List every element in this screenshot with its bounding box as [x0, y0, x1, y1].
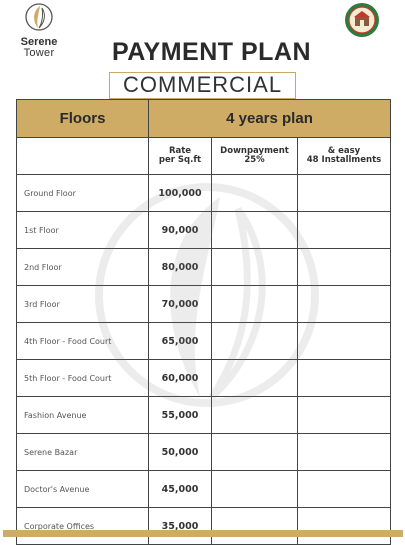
floor-name: Doctor's Avenue [16, 470, 149, 508]
subheader-downpayment: Downpayment 25% [211, 137, 298, 175]
floor-name: Fashion Avenue [16, 396, 149, 434]
rate-value: 65,000 [148, 322, 212, 360]
table-row: Doctor's Avenue 45,000 [16, 470, 391, 508]
rate-value: 70,000 [148, 285, 212, 323]
rate-value: 100,000 [148, 174, 212, 212]
downpayment-cell [211, 470, 298, 508]
table-row: Ground Floor 100,000 [16, 174, 391, 212]
table-row: 4th Floor - Food Court 65,000 [16, 322, 391, 360]
brand-name: Serene [20, 36, 58, 48]
downpayment-cell [211, 359, 298, 397]
brand-sub: Tower [23, 47, 55, 59]
rate-value: 60,000 [148, 359, 212, 397]
installments-cell [297, 322, 391, 360]
downpayment-cell [211, 211, 298, 249]
downpayment-cell [211, 248, 298, 286]
floor-name: 3rd Floor [16, 285, 149, 323]
downpayment-cell [211, 433, 298, 471]
payment-table: Floors 4 years plan Rate per Sq.ft Downp… [16, 99, 391, 545]
installments-cell [297, 470, 391, 508]
subheader-rate: Rate per Sq.ft [148, 137, 212, 175]
header-plan: 4 years plan [148, 99, 391, 138]
downpayment-cell [211, 507, 298, 545]
downpayment-cell [211, 174, 298, 212]
header-floors: Floors [16, 99, 149, 138]
installments-cell [297, 248, 391, 286]
installments-cell [297, 359, 391, 397]
table-row: Fashion Avenue 55,000 [16, 396, 391, 434]
table-row: 1st Floor 90,000 [16, 211, 391, 249]
installments-cell [297, 211, 391, 249]
subheader-installments: & easy 48 Installments [297, 137, 391, 175]
brand-logo: Serene Tower [12, 2, 66, 59]
rate-value: 50,000 [148, 433, 212, 471]
installments-cell [297, 174, 391, 212]
page-subtitle: COMMERCIAL [109, 72, 296, 99]
rate-value: 55,000 [148, 396, 212, 434]
rate-value: 90,000 [148, 211, 212, 249]
subheader-empty [16, 137, 149, 175]
rate-value: 80,000 [148, 248, 212, 286]
downpayment-cell [211, 322, 298, 360]
table-row: Serene Bazar 50,000 [16, 433, 391, 471]
floor-name: 2nd Floor [16, 248, 149, 286]
floor-name: Ground Floor [16, 174, 149, 212]
installments-cell [297, 396, 391, 434]
installments-cell [297, 507, 391, 545]
table-row: 3rd Floor 70,000 [16, 285, 391, 323]
subheader-rate-line2: per Sq.ft [158, 155, 202, 165]
table-row: 2nd Floor 80,000 [16, 248, 391, 286]
floor-name: 5th Floor - Food Court [16, 359, 149, 397]
page-title: PAYMENT PLAN [111, 38, 312, 66]
downpayment-cell [211, 285, 298, 323]
subheader-down-line2: 25% [244, 155, 265, 165]
serene-leaf-icon [25, 3, 53, 31]
downpayment-cell [211, 396, 298, 434]
table-row: 5th Floor - Food Court 60,000 [16, 359, 391, 397]
footer-bar [3, 530, 403, 537]
seal-icon [345, 3, 379, 37]
installments-cell [297, 285, 391, 323]
floor-name: 1st Floor [16, 211, 149, 249]
table-row: Corporate Offices 35,000 [16, 507, 391, 545]
subheader-down-line1: Downpayment [220, 146, 289, 156]
rate-value: 35,000 [148, 507, 212, 545]
subheader-inst-line2: 48 Installments [306, 155, 382, 165]
subheader-rate-line1: Rate [168, 146, 192, 156]
installments-cell [297, 433, 391, 471]
subheader-inst-line1: & easy [327, 146, 361, 156]
floor-name: Serene Bazar [16, 433, 149, 471]
floor-name: 4th Floor - Food Court [16, 322, 149, 360]
rate-value: 45,000 [148, 470, 212, 508]
floor-name: Corporate Offices [16, 507, 149, 545]
